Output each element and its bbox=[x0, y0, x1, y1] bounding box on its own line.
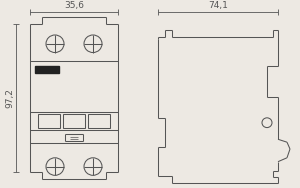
Text: 97,2: 97,2 bbox=[5, 88, 14, 108]
Bar bbox=[88, 114, 110, 128]
Text: 74,1: 74,1 bbox=[208, 1, 228, 10]
Bar bbox=[38, 114, 60, 128]
Bar bbox=[35, 66, 59, 73]
Text: 35,6: 35,6 bbox=[64, 1, 84, 10]
Bar bbox=[63, 114, 85, 128]
